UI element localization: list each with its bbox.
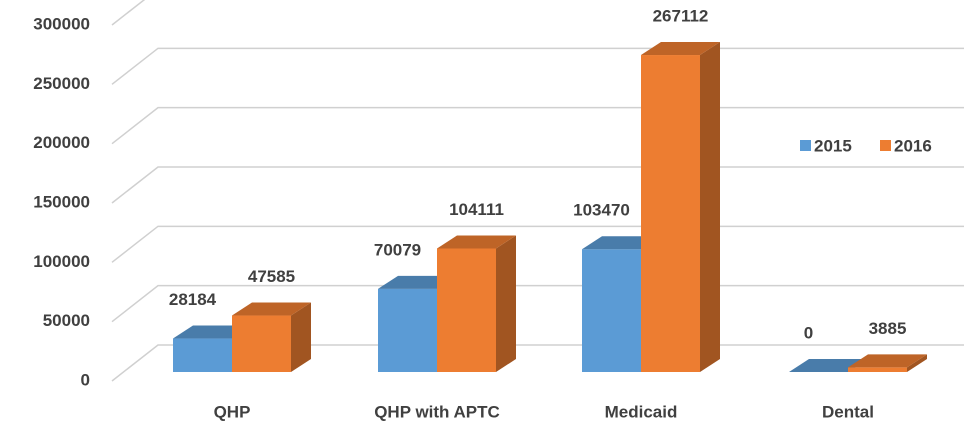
x-tick-label: Medicaid	[605, 402, 678, 421]
legend-label: 2016	[894, 136, 932, 155]
data-label: 70079	[374, 240, 421, 259]
legend-swatch	[880, 140, 891, 151]
bar	[378, 288, 437, 372]
bar-top	[232, 302, 311, 316]
bar	[848, 367, 907, 372]
bar-side	[291, 302, 311, 372]
grid-line	[111, 0, 146, 26]
y-tick-label: 150000	[33, 192, 90, 211]
x-tick-label: QHP	[214, 402, 251, 421]
y-tick-label: 50000	[43, 311, 90, 330]
bar	[173, 338, 232, 372]
y-tick-label: 0	[81, 370, 90, 389]
x-tick-label: QHP with APTC	[374, 402, 500, 421]
data-label: 3885	[869, 319, 907, 338]
y-tick-label: 250000	[33, 74, 90, 93]
bar	[232, 315, 291, 372]
data-label: 28184	[169, 290, 217, 309]
grid-line	[111, 166, 964, 204]
bar	[641, 55, 700, 372]
bar-side	[700, 42, 720, 372]
bar	[437, 248, 496, 372]
grid-line	[111, 47, 964, 85]
y-tick-label: 300000	[33, 14, 90, 33]
bar-side	[907, 354, 927, 372]
bar-top	[437, 235, 516, 249]
bar-top	[641, 42, 720, 56]
legend-swatch	[800, 140, 811, 151]
data-label: 103470	[573, 201, 630, 220]
data-label: 47585	[248, 267, 295, 286]
data-label: 0	[804, 323, 813, 342]
grid-line	[111, 225, 964, 263]
y-tick-label: 100000	[33, 252, 90, 271]
data-label: 267112	[653, 7, 709, 26]
y-tick-label: 200000	[33, 133, 90, 152]
bar	[582, 249, 641, 372]
bar-side	[496, 235, 516, 372]
data-label: 104111	[449, 200, 504, 219]
legend-label: 2015	[814, 136, 852, 155]
bar-top	[848, 354, 927, 368]
x-tick-label: Dental	[822, 402, 874, 421]
